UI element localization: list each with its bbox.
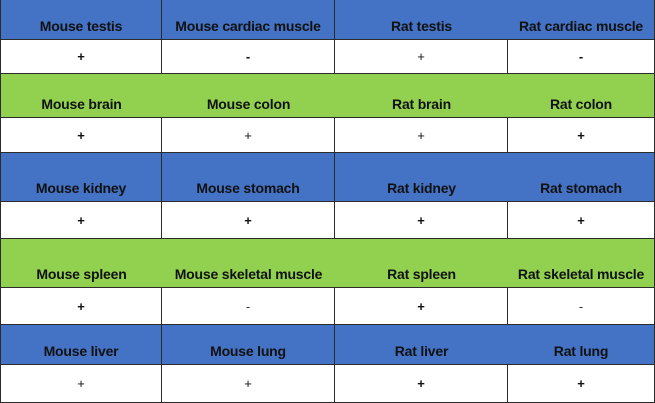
result-cell: -: [578, 49, 584, 64]
header-row: Mouse spleen Mouse skeletal muscle Rat s…: [1, 239, 654, 287]
tissue-label: Rat spleen: [387, 266, 456, 282]
tissue-label: Mouse kidney: [1, 153, 162, 201]
result-cell: +: [1, 288, 162, 324]
tissue-label: Rat brain: [392, 96, 451, 112]
tissue-label: Rat kidney: [387, 180, 456, 196]
result-cell: +: [335, 118, 508, 152]
tissue-label: Mouse cardiac muscle: [162, 0, 335, 39]
result-cell: +: [335, 40, 508, 73]
header-row: Mouse testis Mouse cardiac muscle Rat te…: [1, 0, 654, 39]
result-cell: +: [577, 127, 585, 143]
result-cell: +: [1, 365, 162, 402]
result-cell: +: [577, 212, 585, 228]
tissue-label: Rat skeletal muscle: [517, 266, 645, 282]
result-cell: +: [335, 288, 508, 324]
result-cell: +: [335, 365, 508, 402]
tissue-label: Mouse spleen: [36, 266, 127, 282]
tissue-label: Mouse stomach: [162, 153, 335, 201]
result-row: + + + +: [1, 201, 654, 239]
tissue-label: Rat testis: [390, 18, 453, 34]
tissue-label: Rat liver: [394, 343, 449, 359]
tissue-label: Mouse liver: [1, 325, 162, 364]
tissue-label: Rat lung: [553, 343, 609, 359]
result-row: + - + -: [1, 287, 654, 325]
header-row: Mouse kidney Mouse stomach Rat kidney Ra…: [1, 153, 654, 201]
result-row: + + + +: [1, 117, 654, 153]
result-row: + - + -: [1, 39, 654, 74]
tissue-label: Rat stomach: [540, 180, 622, 196]
tissue-label: Rat colon: [550, 96, 612, 112]
result-cell: +: [162, 365, 335, 402]
result-cell: +: [577, 376, 585, 391]
result-row: + + + +: [1, 364, 654, 403]
result-cell: -: [162, 40, 335, 73]
result-cell: +: [335, 202, 508, 238]
tissue-label: Mouse colon: [206, 96, 291, 112]
tissue-label: Rat cardiac muscle: [518, 18, 644, 34]
header-row: Mouse brain Mouse colon Rat brain Rat co…: [1, 74, 654, 117]
result-cell: -: [578, 298, 584, 314]
result-cell: +: [162, 202, 335, 238]
result-cell: +: [1, 40, 162, 73]
result-cell: -: [162, 288, 335, 324]
tissue-label: Mouse lung: [162, 325, 335, 364]
result-cell: +: [1, 118, 162, 152]
result-cell: +: [1, 202, 162, 238]
tissue-label: Mouse testis: [1, 0, 162, 39]
result-cell: +: [162, 118, 335, 152]
tissue-label: Mouse skeletal muscle: [174, 266, 323, 282]
header-row: Mouse liver Mouse lung Rat liver Rat lun…: [1, 325, 654, 364]
tissue-label: Mouse brain: [41, 96, 122, 112]
